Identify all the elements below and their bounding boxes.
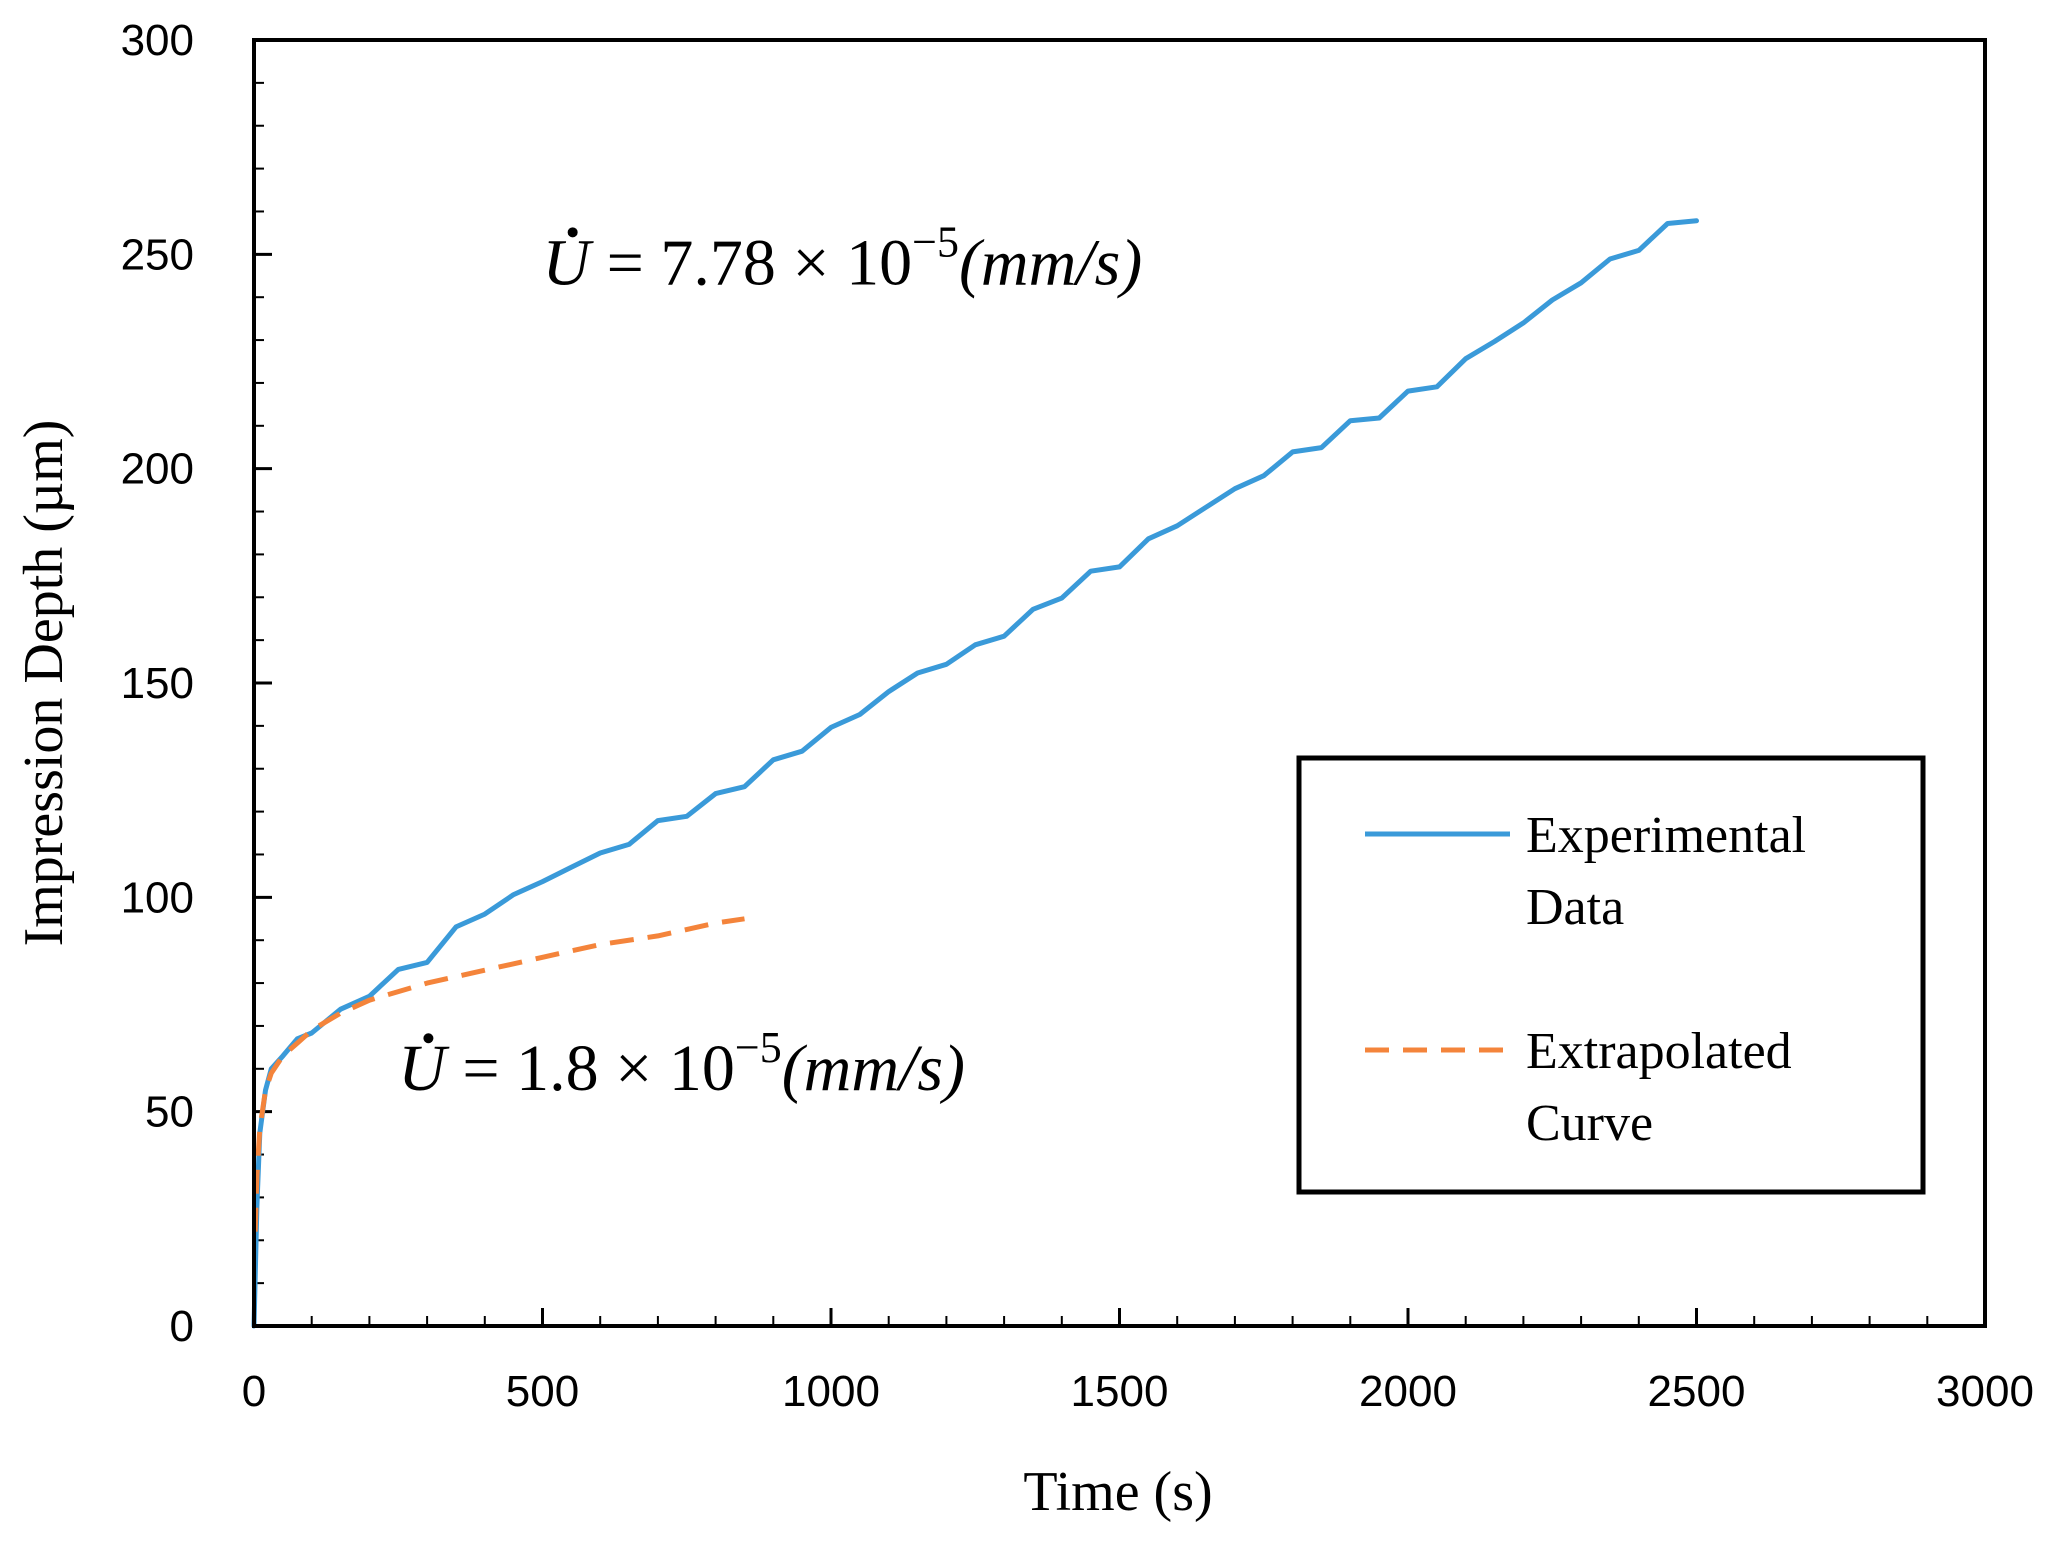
x-tick-label: 3000 xyxy=(1936,1367,2034,1416)
y-tick-label: 150 xyxy=(121,659,194,708)
equation-dot xyxy=(423,1033,434,1044)
legend-experimental-label-2: Data xyxy=(1526,879,1624,936)
x-tick-label: 0 xyxy=(242,1367,266,1416)
legend-extrapolated-label-1: Extrapolated xyxy=(1526,1023,1792,1080)
legend-box xyxy=(1296,755,1926,1195)
series-extrapolated-curve xyxy=(252,916,745,1232)
equation-eq2: U = 1.8 × 10−5(mm/s) xyxy=(398,1023,965,1105)
legend-experimental-label-1: Experimental xyxy=(1526,807,1806,864)
y-axis-ticks: 0 50 100 150 200 250 300 xyxy=(121,16,272,1351)
y-tick-label: 300 xyxy=(121,16,194,65)
y-tick-label: 200 xyxy=(121,445,194,494)
y-tick-label: 250 xyxy=(121,230,194,279)
x-tick-label: 1500 xyxy=(1071,1367,1169,1416)
y-tick-label: 100 xyxy=(121,873,194,922)
x-tick-label: 2500 xyxy=(1648,1367,1746,1416)
equation-annotations: U = 7.78 × 10−5(mm/s) U = 1.8 × 10−5(mm/s… xyxy=(398,217,1142,1105)
series-layer xyxy=(251,218,1699,1329)
x-tick-label: 500 xyxy=(506,1367,579,1416)
series-experimental-data xyxy=(251,218,1699,1329)
x-axis-title: Time (s) xyxy=(1023,1461,1212,1523)
equation-eq1: U = 7.78 × 10−5(mm/s) xyxy=(543,217,1143,299)
x-tick-label: 2000 xyxy=(1359,1367,1457,1416)
x-axis-ticks: 0 500 1000 1500 2000 2500 3000 xyxy=(242,1308,2034,1416)
plot-frame xyxy=(252,38,1987,1328)
y-tick-label: 0 xyxy=(170,1302,194,1351)
x-tick-label: 1000 xyxy=(782,1367,880,1416)
y-axis-title: Impression Depth (µm) xyxy=(13,420,75,947)
equation-dot xyxy=(567,227,578,238)
legend-extrapolated-label-2: Curve xyxy=(1526,1095,1653,1152)
y-tick-label: 50 xyxy=(145,1088,194,1137)
legend: Experimental Data Extrapolated Curve xyxy=(1296,755,1926,1195)
